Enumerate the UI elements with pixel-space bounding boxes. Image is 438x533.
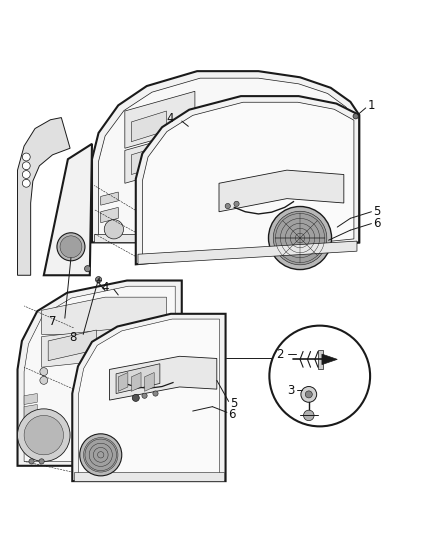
Polygon shape	[219, 170, 344, 212]
Circle shape	[132, 394, 139, 401]
Text: 1: 1	[368, 99, 375, 112]
Text: 6: 6	[228, 408, 236, 421]
Circle shape	[22, 171, 30, 179]
Circle shape	[347, 235, 354, 241]
Text: 4: 4	[101, 280, 109, 294]
Text: 2: 2	[276, 348, 284, 361]
Polygon shape	[74, 472, 224, 481]
Polygon shape	[318, 350, 323, 369]
Polygon shape	[145, 373, 154, 391]
Polygon shape	[125, 91, 195, 148]
Circle shape	[22, 179, 30, 187]
Circle shape	[39, 459, 44, 464]
Circle shape	[22, 153, 30, 161]
Polygon shape	[125, 131, 195, 183]
Polygon shape	[48, 330, 96, 361]
Polygon shape	[210, 140, 342, 179]
Circle shape	[24, 415, 64, 455]
Polygon shape	[142, 102, 354, 260]
Circle shape	[95, 277, 102, 282]
Circle shape	[85, 265, 91, 272]
Polygon shape	[138, 241, 357, 264]
Circle shape	[18, 409, 70, 462]
Polygon shape	[18, 118, 70, 275]
Text: 5: 5	[230, 397, 237, 410]
Text: 5: 5	[373, 205, 380, 218]
Polygon shape	[72, 314, 226, 481]
Polygon shape	[78, 319, 219, 477]
Circle shape	[142, 393, 147, 398]
Text: 7: 7	[49, 315, 57, 328]
Polygon shape	[18, 280, 182, 466]
Circle shape	[104, 220, 124, 239]
Circle shape	[80, 434, 122, 476]
Circle shape	[304, 410, 314, 421]
Circle shape	[305, 391, 312, 398]
Circle shape	[234, 201, 239, 206]
Text: 4: 4	[166, 112, 174, 125]
Polygon shape	[118, 373, 128, 391]
Circle shape	[22, 162, 30, 169]
Text: 8: 8	[69, 331, 77, 344]
Polygon shape	[92, 71, 359, 243]
Polygon shape	[24, 393, 37, 405]
Circle shape	[84, 438, 118, 472]
Polygon shape	[131, 373, 141, 391]
Polygon shape	[131, 111, 166, 142]
Polygon shape	[136, 96, 359, 264]
Polygon shape	[116, 364, 160, 393]
Polygon shape	[131, 144, 166, 174]
Circle shape	[353, 114, 358, 119]
Circle shape	[273, 211, 327, 265]
Circle shape	[225, 204, 230, 209]
Polygon shape	[44, 144, 92, 275]
Polygon shape	[42, 297, 166, 334]
Circle shape	[29, 459, 34, 464]
Circle shape	[301, 386, 317, 402]
Text: 3: 3	[287, 384, 294, 397]
Text: 6: 6	[373, 217, 380, 230]
Polygon shape	[24, 405, 37, 418]
Circle shape	[60, 236, 82, 258]
Polygon shape	[42, 324, 166, 367]
Circle shape	[40, 368, 48, 376]
Circle shape	[40, 376, 48, 384]
Polygon shape	[99, 78, 354, 238]
Circle shape	[153, 391, 158, 396]
Circle shape	[57, 233, 85, 261]
Circle shape	[268, 206, 332, 270]
Polygon shape	[94, 233, 357, 243]
Polygon shape	[110, 356, 217, 400]
Polygon shape	[24, 286, 175, 462]
Polygon shape	[322, 354, 337, 365]
Polygon shape	[101, 207, 118, 223]
Polygon shape	[101, 192, 118, 205]
Circle shape	[269, 326, 370, 426]
